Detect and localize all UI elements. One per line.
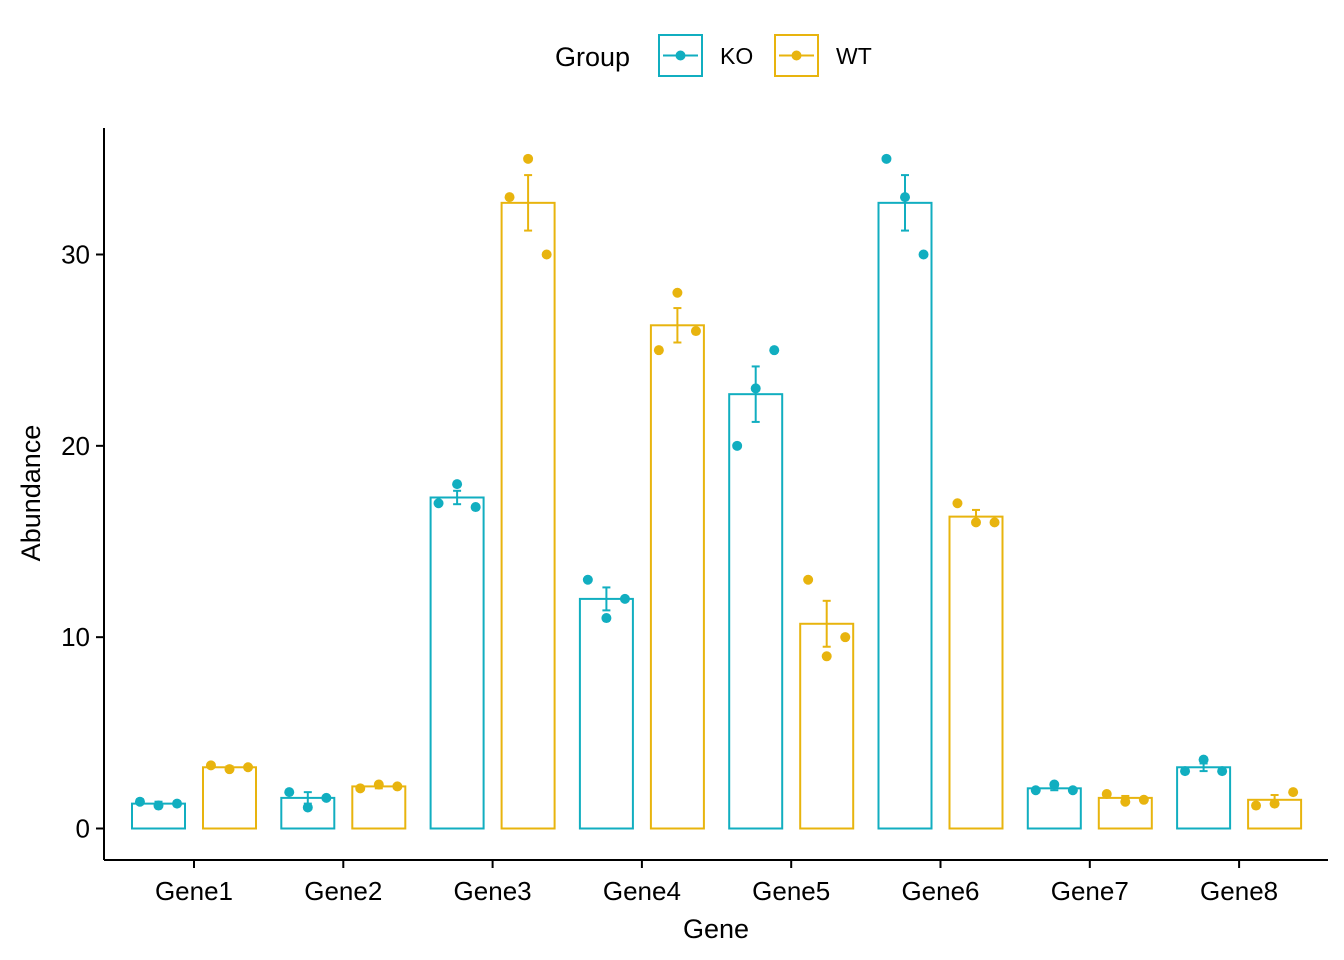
- data-point-ko: [582, 574, 593, 585]
- data-point-wt: [840, 632, 851, 643]
- data-point-wt: [1101, 789, 1112, 800]
- data-point-ko: [172, 798, 183, 809]
- data-point-wt: [672, 287, 683, 298]
- data-point-wt: [355, 783, 366, 794]
- data-point-wt: [243, 762, 254, 773]
- data-point-ko: [1049, 779, 1060, 790]
- bar-ko: [1176, 766, 1232, 830]
- data-point-wt: [971, 517, 981, 528]
- data-point-ko: [1067, 785, 1078, 796]
- data-point-ko: [433, 498, 444, 509]
- data-point-wt: [1120, 796, 1131, 807]
- data-point-wt: [523, 153, 534, 164]
- data-point-wt: [205, 760, 216, 771]
- x-tick-label: Gene6: [901, 876, 979, 906]
- data-point-ko: [619, 593, 630, 604]
- data-point-wt: [952, 498, 963, 509]
- legend-key-point-wt: [791, 50, 802, 61]
- data-point-wt: [989, 517, 1000, 528]
- data-point-ko: [470, 502, 481, 513]
- data-point-wt: [653, 345, 664, 356]
- data-point-wt: [392, 781, 403, 792]
- data-point-ko: [302, 802, 313, 813]
- legend-key-ko: [658, 34, 703, 77]
- data-point-wt: [541, 249, 552, 260]
- y-tick-label: 10: [61, 622, 90, 652]
- data-point-ko: [134, 796, 145, 807]
- y-tick-label: 20: [61, 431, 90, 461]
- bar-wt: [649, 324, 705, 830]
- x-tick-label: Gene2: [304, 876, 382, 906]
- bar-ko: [429, 496, 485, 830]
- y-tick-label: 30: [61, 240, 90, 270]
- y-tick-label: 0: [76, 814, 90, 844]
- data-point-wt: [1138, 794, 1149, 805]
- data-point-ko: [1180, 766, 1191, 777]
- data-point-wt: [821, 651, 832, 662]
- data-point-ko: [1198, 754, 1209, 765]
- x-tick-label: Gene5: [752, 876, 830, 906]
- data-point-ko: [881, 153, 892, 164]
- data-point-wt: [504, 192, 515, 203]
- legend-item-ko: KO: [658, 34, 753, 77]
- x-tick-label: Gene4: [603, 876, 681, 906]
- data-point-ko: [900, 192, 910, 203]
- data-point-ko: [769, 345, 780, 356]
- legend-title: Group: [555, 42, 630, 72]
- data-point-ko: [750, 383, 761, 394]
- x-tick-label: Gene3: [454, 876, 532, 906]
- data-point-wt: [803, 574, 814, 585]
- data-point-ko: [1217, 766, 1228, 777]
- legend-key-wt: [774, 34, 819, 77]
- y-axis-title: Abundance: [16, 425, 46, 562]
- data-point-ko: [321, 792, 332, 803]
- bar-wt: [948, 515, 1004, 830]
- data-point-wt: [1269, 798, 1280, 809]
- data-point-ko: [918, 249, 929, 260]
- legend-item-wt: WT: [774, 34, 872, 77]
- data-point-ko: [284, 787, 295, 798]
- x-axis-title: Gene: [683, 914, 749, 944]
- x-tick-label: Gene8: [1200, 876, 1278, 906]
- data-point-ko: [452, 479, 463, 490]
- data-point-ko: [153, 800, 164, 811]
- legend-key-point-ko: [675, 50, 686, 61]
- x-tick-label: Gene1: [155, 876, 233, 906]
- data-point-wt: [224, 764, 235, 775]
- x-tick-label: Gene7: [1051, 876, 1129, 906]
- bar-wt: [500, 201, 556, 830]
- bar-ko: [578, 597, 634, 830]
- legend: Group KO WT: [555, 34, 872, 77]
- data-point-wt: [690, 326, 701, 337]
- data-point-ko: [732, 440, 743, 451]
- data-point-ko: [601, 613, 612, 624]
- legend-label-ko: KO: [720, 43, 753, 69]
- bar-ko: [728, 393, 784, 830]
- legend-label-wt: WT: [836, 43, 872, 69]
- data-point-ko: [1030, 785, 1041, 796]
- data-point-wt: [1288, 787, 1299, 798]
- data-point-wt: [1251, 800, 1262, 811]
- data-point-wt: [373, 779, 384, 790]
- bar-wt: [202, 766, 257, 830]
- bar-ko: [877, 201, 933, 830]
